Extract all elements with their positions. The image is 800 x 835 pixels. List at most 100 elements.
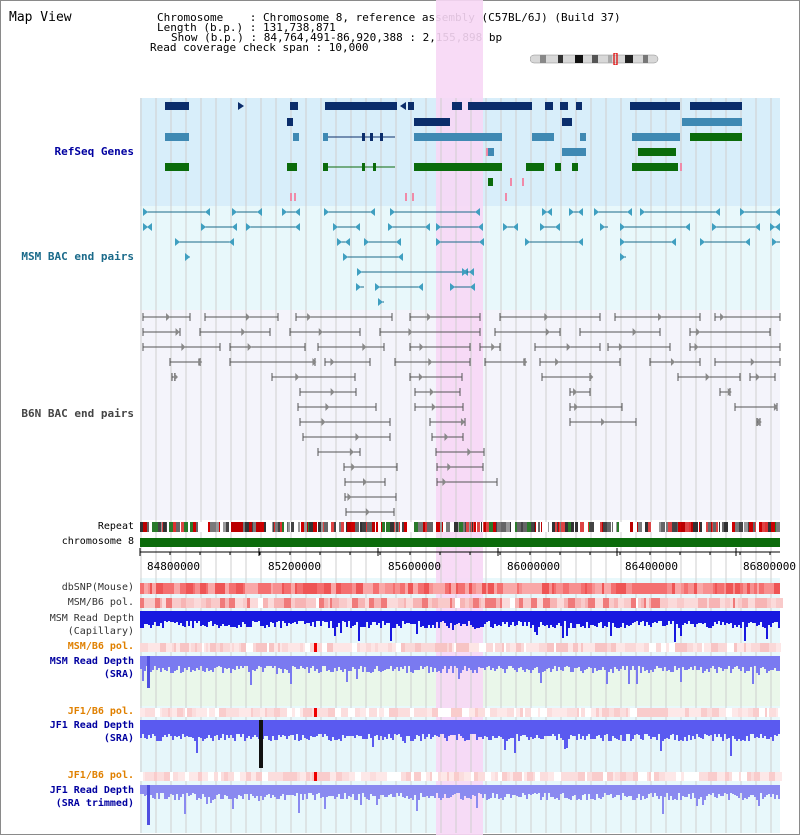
repeat-segment: [423, 522, 425, 532]
read-depth-bar: [168, 611, 170, 621]
variant-density-cell: [631, 598, 636, 608]
read-depth-bar: [510, 656, 512, 666]
track-label-msm-read-sra-1[interactable]: MSM Read Depth: [49, 656, 134, 667]
read-depth-bar: [536, 785, 538, 794]
read-depth-bar: [674, 611, 676, 642]
repeat-segment: [601, 522, 602, 532]
read-depth-bar: [212, 656, 214, 672]
read-depth-bar: [268, 785, 270, 794]
bac-end-marker: [312, 358, 317, 366]
read-depth-bar: [748, 611, 750, 623]
variant-density-cell: [316, 643, 322, 652]
repeat-segment: [253, 522, 256, 532]
variant-density-cell: [201, 598, 206, 608]
variant-density-cell: [498, 772, 502, 781]
read-depth-bar: [754, 785, 756, 797]
read-depth-bar: [576, 611, 578, 624]
read-depth-bar: [714, 720, 716, 734]
variant-density-cell: [273, 583, 278, 594]
variant-density-cell: [585, 772, 587, 781]
read-depth-bar: [452, 785, 454, 795]
read-depth-bar: [648, 720, 650, 736]
bac-end-marker: [229, 238, 234, 246]
variant-density-cell: [547, 643, 554, 652]
track-label-jf1-read-sra-1[interactable]: JF1 Read Depth: [49, 720, 134, 731]
read-depth-bar: [202, 656, 204, 671]
repeat-segment: [229, 522, 231, 532]
variant-density-cell: [533, 772, 535, 781]
read-depth-bar: [598, 656, 600, 670]
read-depth-bar: [198, 611, 200, 621]
chromosome-ideogram[interactable]: [530, 53, 660, 65]
read-depth-bar: [188, 611, 190, 626]
variant-density-cell: [393, 583, 395, 594]
variant-density-cell: [219, 708, 223, 717]
read-depth-bar: [248, 785, 250, 800]
variant-density-cell: [665, 772, 669, 781]
variant-density-cell: [587, 643, 592, 652]
track-label-msm-b6-pol2[interactable]: MSM/B6 pol.: [67, 641, 134, 652]
variant-density-cell: [225, 583, 229, 594]
track-label-dbsnp[interactable]: dbSNP(Mouse): [61, 582, 134, 593]
bac-end-marker: [540, 223, 545, 231]
read-depth-bar: [562, 656, 564, 671]
read-depth-bar: [208, 656, 210, 671]
track-label-msm-b6-pol[interactable]: MSM/B6 pol.: [67, 597, 134, 608]
repeat-segment: [412, 522, 414, 532]
track-label-msm-bac[interactable]: MSM BAC end pairs: [21, 250, 134, 263]
read-depth-bar: [770, 656, 772, 670]
read-depth-bar: [176, 656, 178, 670]
repeat-segment: [481, 522, 482, 532]
read-depth-bar: [188, 720, 190, 737]
variant-density-cell: [517, 583, 519, 594]
read-depth-bar: [266, 720, 268, 736]
read-depth-bar: [326, 720, 328, 736]
read-depth-bar: [144, 785, 146, 796]
axis-tick-label: 86800000: [743, 560, 796, 573]
read-depth-bar: [566, 785, 568, 798]
track-label-jf1-read-trim-1[interactable]: JF1 Read Depth: [49, 785, 134, 796]
read-depth-bar: [248, 720, 250, 736]
track-label-jf1-b6-pol[interactable]: JF1/B6 pol.: [67, 706, 134, 717]
read-depth-bar: [512, 785, 514, 795]
variant-density-cell: [658, 583, 664, 594]
track-label-repeat[interactable]: Repeat: [97, 521, 134, 532]
variant-density-cell: [369, 708, 374, 717]
read-depth-bar: [308, 656, 310, 673]
read-depth-bar: [444, 720, 446, 738]
read-depth-bar: [472, 785, 474, 795]
read-depth-bar: [580, 720, 582, 739]
read-depth-bar: [614, 785, 616, 797]
variant-density-cell: [284, 598, 286, 608]
variant-density-cell: [522, 583, 529, 594]
bac-end-marker: [578, 208, 583, 216]
repeat-segment: [580, 522, 584, 532]
variant-density-cell: [500, 708, 507, 717]
ideogram-position-marker: [613, 53, 618, 65]
variant-density-cell: [630, 643, 636, 652]
read-depth-bar: [694, 656, 696, 666]
read-depth-bar: [522, 785, 524, 793]
variant-density-cell: [636, 643, 641, 652]
read-depth-bar: [466, 785, 468, 798]
read-depth-bar: [696, 611, 698, 624]
track-label-jf1-b6-pol2[interactable]: JF1/B6 pol.: [67, 770, 134, 781]
variant-density-cell: [728, 708, 732, 717]
variant-density-cell: [746, 643, 751, 652]
track-label-jf1-read-trim-2: (SRA trimmed): [55, 798, 134, 809]
read-depth-bar: [608, 785, 610, 795]
track-label-refseq[interactable]: RefSeq Genes: [54, 145, 134, 158]
read-depth-bar: [512, 720, 514, 738]
read-depth-bar: [758, 656, 760, 675]
track-label-msm-read-cap-1[interactable]: MSM Read Depth: [49, 613, 134, 624]
variant-density-cell: [208, 772, 214, 781]
track-label-b6n-bac[interactable]: B6N BAC end pairs: [21, 407, 134, 420]
read-depth-bar: [228, 656, 230, 668]
repeat-segment: [193, 522, 194, 532]
read-depth-bar: [176, 785, 178, 794]
variant-density-cell: [178, 583, 180, 594]
variant-density-cell: [293, 643, 300, 652]
read-depth-bar: [500, 720, 502, 737]
repeat-segment: [158, 522, 161, 532]
